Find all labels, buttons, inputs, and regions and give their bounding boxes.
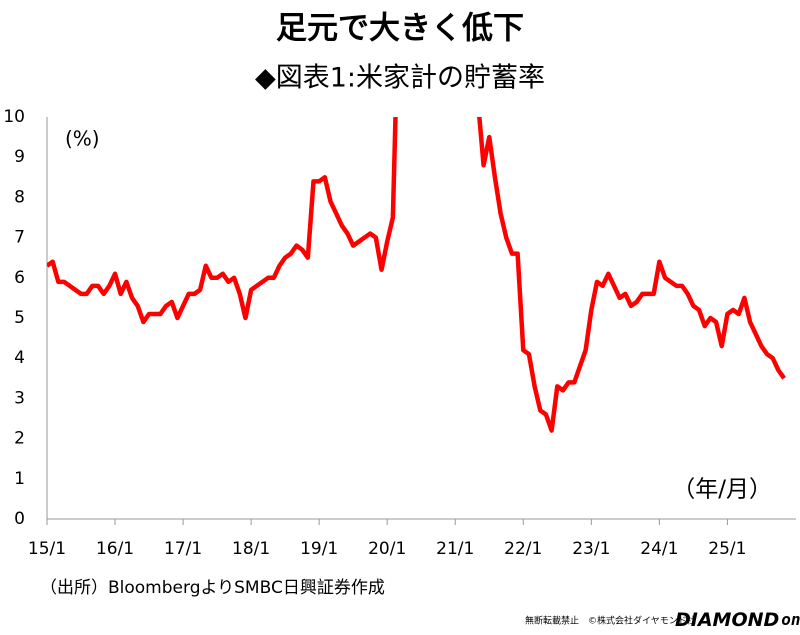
chart-title: 足元で大きく低下 <box>276 11 524 47</box>
x-tick-label: 24/1 <box>640 539 678 559</box>
chart-subtitle: ◆図表1:米家計の貯蓄率 <box>255 63 545 94</box>
y-tick-label: 10 <box>3 107 25 127</box>
x-tick-label: 23/1 <box>572 539 610 559</box>
data-line <box>47 117 786 433</box>
y-tick-label: 5 <box>14 308 25 328</box>
y-tick-label: 3 <box>14 388 25 408</box>
y-tick-label: 4 <box>14 348 25 368</box>
y-tick-label: 1 <box>14 469 25 489</box>
brand-sub: online <box>781 610 800 629</box>
x-tick-label: 16/1 <box>96 539 134 559</box>
x-tick-label: 20/1 <box>368 539 406 559</box>
y-tick-label: 9 <box>14 147 25 167</box>
copyright: 無断転載禁止 ©株式会社ダイヤモンド社 <box>525 615 696 627</box>
x-tick-label: 19/1 <box>300 539 338 559</box>
source-note: （出所）BloombergよりSMBC日興証券作成 <box>40 578 385 598</box>
y-tick-label: 6 <box>14 268 25 288</box>
brand-main: DIAMOND <box>675 609 779 631</box>
x-axis-label: （年/月） <box>672 477 772 503</box>
brand: DIAMONDonline <box>675 609 800 631</box>
y-tick-label: 8 <box>14 187 25 207</box>
y-axis-label: (%) <box>65 127 100 151</box>
x-tick-label: 15/1 <box>28 539 66 559</box>
x-tick-label: 25/1 <box>708 539 746 559</box>
y-tick-label: 7 <box>14 228 25 248</box>
x-tick-label: 17/1 <box>164 539 202 559</box>
y-tick-label: 0 <box>14 509 25 529</box>
x-tick-label: 22/1 <box>504 539 542 559</box>
x-tick-label: 21/1 <box>436 539 474 559</box>
y-tick-label: 2 <box>14 429 25 449</box>
x-tick-label: 18/1 <box>232 539 270 559</box>
